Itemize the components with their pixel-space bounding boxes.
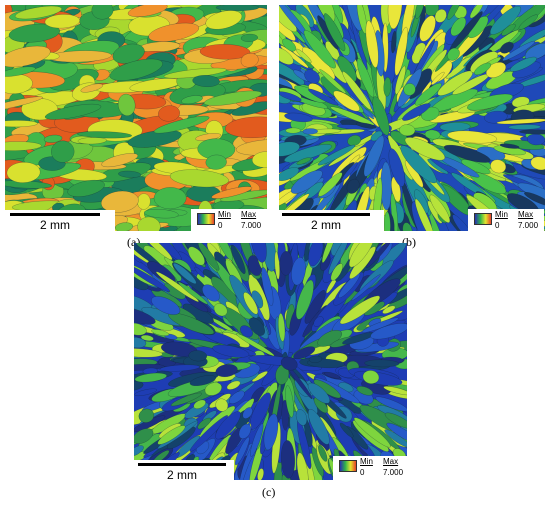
- legend-max-label: Max: [383, 457, 399, 466]
- legend-min-label: Min: [360, 457, 373, 466]
- caption-c: (c): [262, 485, 276, 499]
- grain-orientation-map-c: [134, 243, 407, 480]
- legend-gradient-b: [474, 213, 492, 225]
- color-legend-b: Min Max 0 7.000: [468, 209, 544, 233]
- scale-bar-c: 2 mm: [134, 460, 234, 482]
- legend-max-label: Max: [241, 210, 257, 219]
- legend-max-label: Max: [518, 210, 534, 219]
- scale-label-a: 2 mm: [40, 218, 70, 232]
- grain-orientation-map-b: [279, 5, 545, 231]
- legend-min-value: 0: [360, 468, 365, 477]
- legend-min-value: 0: [495, 221, 500, 230]
- legend-min-label: Min: [495, 210, 508, 219]
- legend-max-value: 7.000: [383, 468, 404, 477]
- legend-min-label: Min: [218, 210, 231, 219]
- scale-bar-b: 2 mm: [279, 210, 384, 232]
- scale-label-b: 2 mm: [311, 218, 341, 232]
- legend-max-value: 7.000: [518, 221, 539, 230]
- scale-label-c: 2 mm: [167, 468, 197, 482]
- legend-gradient-c: [339, 460, 357, 472]
- color-legend-a: Min Max 0 7.000: [191, 209, 267, 233]
- legend-gradient-a: [197, 213, 215, 225]
- scale-bar-a: 2 mm: [5, 210, 115, 232]
- grain-orientation-map-a: [5, 5, 267, 231]
- color-legend-c: Min Max 0 7.000: [333, 456, 409, 480]
- legend-max-value: 7.000: [241, 221, 262, 230]
- legend-min-value: 0: [218, 221, 223, 230]
